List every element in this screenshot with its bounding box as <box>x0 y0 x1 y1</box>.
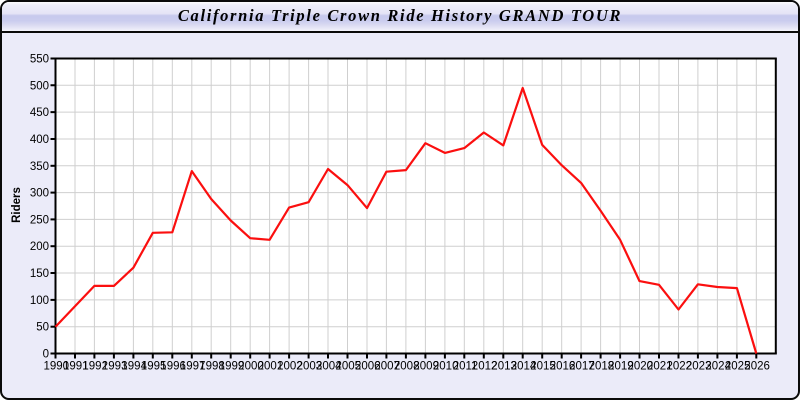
svg-text:1990: 1990 <box>44 361 70 373</box>
svg-text:1998: 1998 <box>199 361 225 373</box>
svg-text:1996: 1996 <box>160 361 186 373</box>
svg-text:2004: 2004 <box>316 361 342 373</box>
svg-text:2014: 2014 <box>511 361 537 373</box>
svg-text:2023: 2023 <box>686 361 712 373</box>
svg-text:2026: 2026 <box>744 361 770 373</box>
svg-text:2010: 2010 <box>433 361 459 373</box>
svg-text:1993: 1993 <box>102 361 128 373</box>
svg-text:200: 200 <box>30 241 49 253</box>
svg-text:300: 300 <box>30 188 49 200</box>
svg-text:2000: 2000 <box>238 361 264 373</box>
svg-text:2011: 2011 <box>453 361 478 373</box>
svg-text:2015: 2015 <box>530 361 556 373</box>
svg-text:1992: 1992 <box>82 361 108 373</box>
svg-text:2003: 2003 <box>297 361 323 373</box>
svg-text:1997: 1997 <box>180 361 206 373</box>
svg-text:2009: 2009 <box>413 361 439 373</box>
svg-text:1991: 1991 <box>63 361 89 373</box>
svg-text:Riders: Riders <box>11 187 23 223</box>
svg-text:50: 50 <box>36 322 49 334</box>
svg-text:100: 100 <box>30 295 49 307</box>
svg-text:2024: 2024 <box>705 361 731 373</box>
svg-text:400: 400 <box>30 134 49 146</box>
svg-text:2021: 2021 <box>647 361 673 373</box>
svg-text:2022: 2022 <box>667 361 693 373</box>
svg-text:1995: 1995 <box>141 361 167 373</box>
svg-text:2020: 2020 <box>628 361 654 373</box>
svg-text:250: 250 <box>30 214 49 226</box>
svg-text:1994: 1994 <box>121 361 147 373</box>
svg-text:150: 150 <box>30 268 49 280</box>
svg-text:2013: 2013 <box>491 361 517 373</box>
svg-text:2006: 2006 <box>355 361 381 373</box>
svg-text:2018: 2018 <box>589 361 615 373</box>
svg-text:2007: 2007 <box>374 361 400 373</box>
svg-text:2017: 2017 <box>569 361 595 373</box>
svg-text:0: 0 <box>43 349 49 361</box>
svg-text:500: 500 <box>30 80 49 92</box>
svg-text:2025: 2025 <box>725 361 751 373</box>
svg-text:2002: 2002 <box>277 361 303 373</box>
svg-text:2005: 2005 <box>336 361 362 373</box>
svg-text:2012: 2012 <box>472 361 498 373</box>
svg-text:450: 450 <box>30 107 49 119</box>
svg-text:550: 550 <box>30 54 49 66</box>
svg-text:1999: 1999 <box>219 361 245 373</box>
svg-text:350: 350 <box>30 161 49 173</box>
svg-text:2019: 2019 <box>608 361 634 373</box>
svg-text:2008: 2008 <box>394 361 420 373</box>
svg-text:2001: 2001 <box>258 361 284 373</box>
svg-text:2016: 2016 <box>550 361 576 373</box>
